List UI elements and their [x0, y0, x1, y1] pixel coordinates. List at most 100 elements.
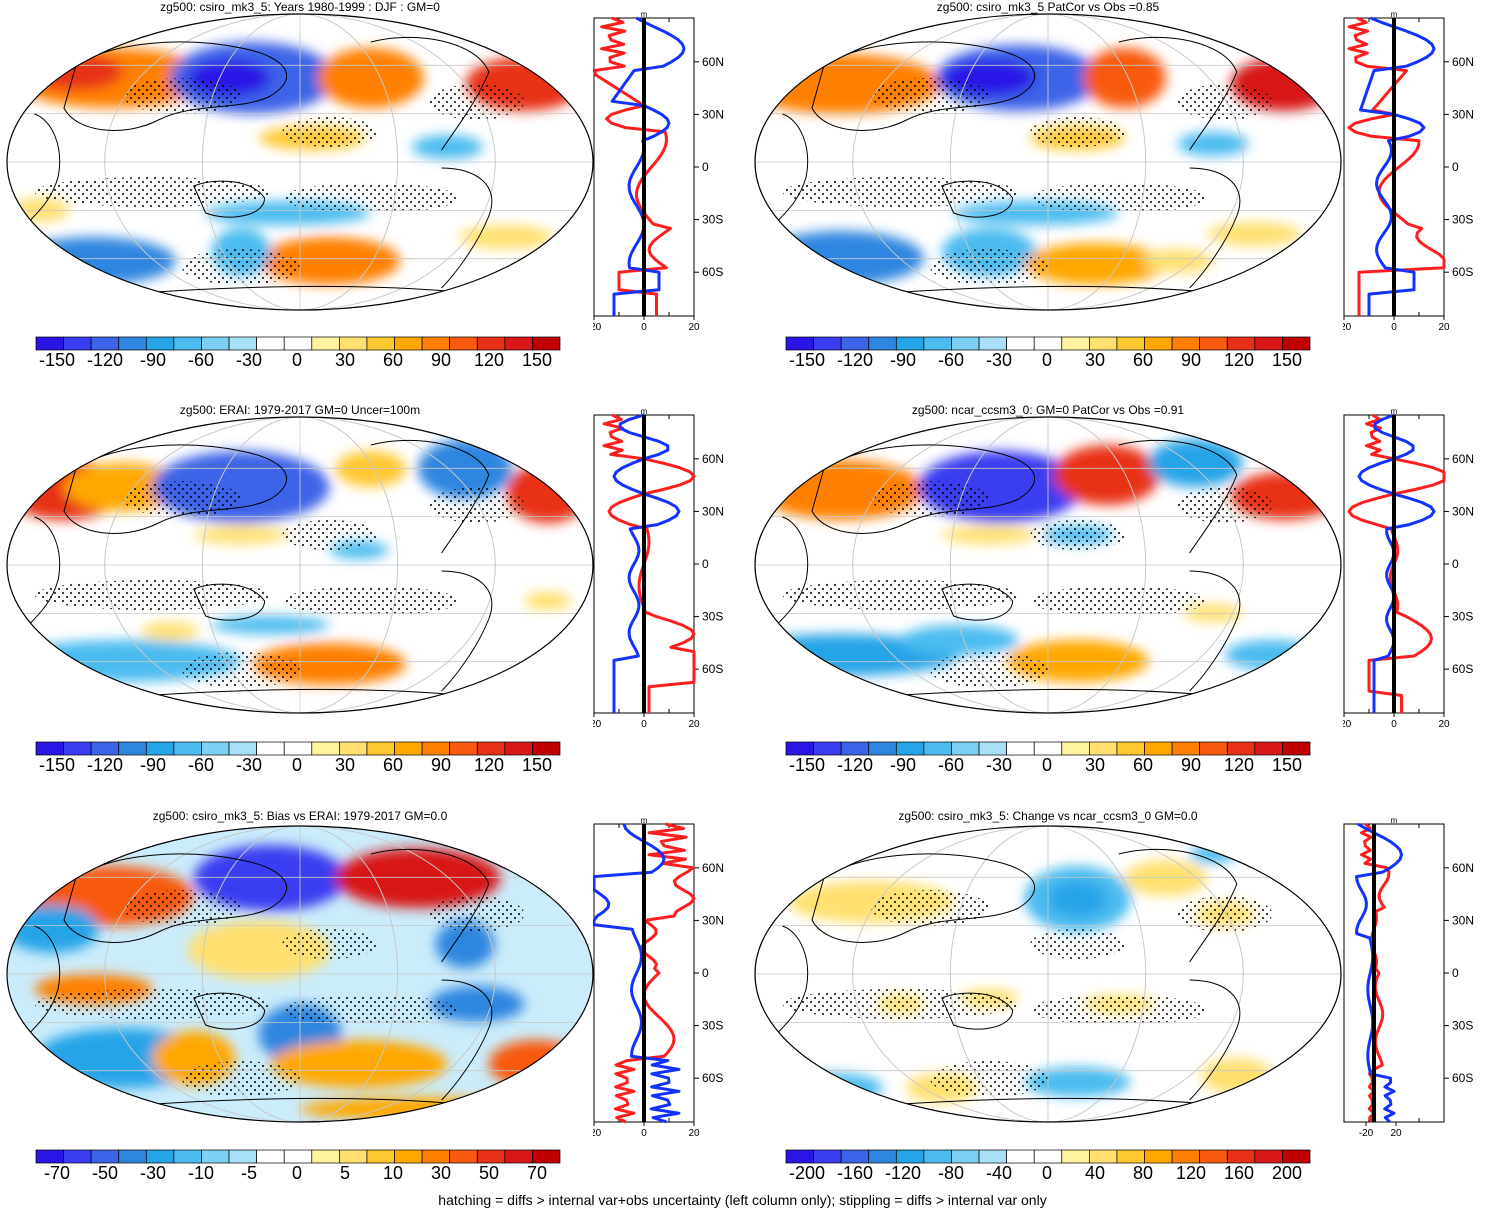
colorbar-tick-label: 60 — [382, 350, 404, 370]
colorbar-swatch — [394, 741, 423, 756]
profile-x-tick-label: 0 — [641, 1128, 647, 1139]
colorbar-swatch — [228, 1149, 257, 1164]
colorbar-tick-label: -90 — [889, 350, 917, 370]
colorbar-tick-label: -120 — [836, 350, 874, 370]
profile-x-tick-label: 20 — [1438, 719, 1450, 730]
world-map — [754, 13, 1342, 311]
colorbar-tick-label: 60 — [1132, 755, 1154, 775]
profile-x-tick-label: -20 — [1343, 322, 1352, 333]
profile-x-tick-label: 0 — [1391, 719, 1397, 730]
colorbar — [35, 1149, 561, 1164]
profile-unit: m — [1391, 409, 1398, 416]
colorbar-swatch — [868, 741, 897, 756]
profile-lat-tick-label: 60N — [1452, 452, 1474, 466]
colorbar — [785, 741, 1311, 756]
colorbar-tick-label: -80 — [937, 1163, 965, 1183]
colorbar-tick-label: -150 — [38, 350, 76, 370]
colorbar-tick-label: 90 — [430, 755, 452, 775]
colorbar-swatch — [63, 1149, 92, 1164]
colorbar-swatch — [840, 1149, 870, 1164]
profile-x-tick-label: 20 — [1438, 322, 1450, 333]
profile-lat-tick-label: 60S — [702, 662, 723, 676]
profile-x-tick-label: 0 — [1391, 322, 1397, 333]
colorbar-tick-label: 5 — [339, 1163, 351, 1183]
zonal-mean-profile: m 60N 30N 0 30S 60S -20 20 — [1343, 818, 1474, 1139]
profile-unit: m — [1391, 818, 1398, 825]
colorbar-tick-label: 60 — [382, 755, 404, 775]
colorbar-swatch — [201, 1149, 230, 1164]
colorbar-swatch — [1226, 1149, 1256, 1164]
colorbar-swatch — [951, 741, 980, 756]
colorbar-swatch — [283, 741, 313, 756]
coastline — [776, 925, 809, 1035]
colorbar-swatch — [895, 1149, 925, 1164]
anomaly-region — [524, 592, 572, 610]
colorbar-tick-label: -5 — [240, 1163, 258, 1183]
anomaly-region — [270, 1040, 448, 1088]
colorbar-tick-label: 150 — [521, 755, 553, 775]
colorbar-swatch — [173, 336, 202, 351]
colorbar-swatch — [1116, 1149, 1145, 1164]
colorbar-tick-label: 0 — [1041, 1163, 1053, 1183]
colorbar-swatch — [951, 1149, 980, 1164]
colorbar-swatch — [923, 336, 952, 351]
colorbar-swatch — [1089, 336, 1118, 351]
anomaly-region — [335, 848, 501, 908]
colorbar-swatch — [256, 336, 285, 351]
colorbar-tick-label: 200 — [1271, 1163, 1303, 1183]
coastline — [63, 444, 288, 534]
colorbar-tick-label: 10 — [382, 1163, 404, 1183]
colorbar-swatch — [1144, 1149, 1173, 1164]
colorbar-swatch — [532, 336, 561, 351]
colorbar-swatch — [1226, 336, 1256, 351]
anomaly-region — [900, 625, 1019, 655]
colorbar — [35, 336, 561, 351]
profile-lat-tick-label: 60S — [1452, 1071, 1473, 1085]
colorbar-tick-label: -200 — [788, 1163, 826, 1183]
colorbar-swatch — [173, 741, 202, 756]
colorbar-swatch — [1282, 741, 1311, 756]
colorbar-swatch — [90, 741, 120, 756]
anomaly-region — [211, 616, 330, 634]
colorbar-swatch — [1254, 1149, 1283, 1164]
coastline — [63, 41, 288, 131]
colorbar-tick-label: -120 — [86, 755, 124, 775]
colorbar-swatch — [785, 336, 814, 351]
profile-lat-tick-label: 30S — [702, 610, 723, 624]
profile-lat-tick-label: 0 — [702, 557, 709, 571]
colorbar-swatch — [1254, 336, 1283, 351]
anomaly-region — [193, 526, 289, 544]
colorbar-swatch — [1061, 1149, 1090, 1164]
profile-lat-tick-label: 60N — [702, 452, 724, 466]
profile-lat-tick-label: 30N — [1452, 107, 1474, 121]
colorbar-tick-label: -90 — [139, 350, 167, 370]
profile-lat-tick-label: 30S — [1452, 213, 1473, 227]
profile-lat-tick-label: 60S — [1452, 265, 1473, 279]
anomaly-region — [1024, 1067, 1131, 1097]
colorbar-swatch — [35, 741, 64, 756]
colorbar-tick-label: 0 — [291, 350, 303, 370]
colorbar-swatch — [1089, 1149, 1118, 1164]
colorbar-swatch — [504, 741, 533, 756]
profile-x-tick-label: 0 — [641, 322, 647, 333]
profile-lat-tick-label: 0 — [1452, 160, 1459, 174]
colorbar-swatch — [311, 1149, 340, 1164]
profile-lat-tick-label: 30S — [702, 213, 723, 227]
coastline — [811, 853, 1036, 943]
colorbar-tick-label: 0 — [1041, 755, 1053, 775]
colorbar-tick-label: 30 — [1084, 755, 1106, 775]
profile-lat-tick-label: 60N — [1452, 861, 1474, 875]
colorbar-swatch — [63, 336, 92, 351]
colorbar-swatch — [90, 336, 120, 351]
colorbar-tick-label: 150 — [521, 350, 553, 370]
zonal-mean-profile: m 60N 30N 0 30S 60S -20 0 20 — [1343, 409, 1474, 730]
colorbar-tick-label: 150 — [1271, 350, 1303, 370]
profile-lat-tick-label: 30S — [702, 1019, 723, 1033]
coastline — [370, 439, 490, 554]
coastline — [1189, 167, 1241, 289]
profile-unit: m — [641, 818, 648, 825]
coastline — [193, 180, 266, 218]
colorbar-tick-label: 120 — [473, 350, 505, 370]
colorbar-swatch — [1144, 336, 1173, 351]
colorbar-tick-label: 30 — [1084, 350, 1106, 370]
